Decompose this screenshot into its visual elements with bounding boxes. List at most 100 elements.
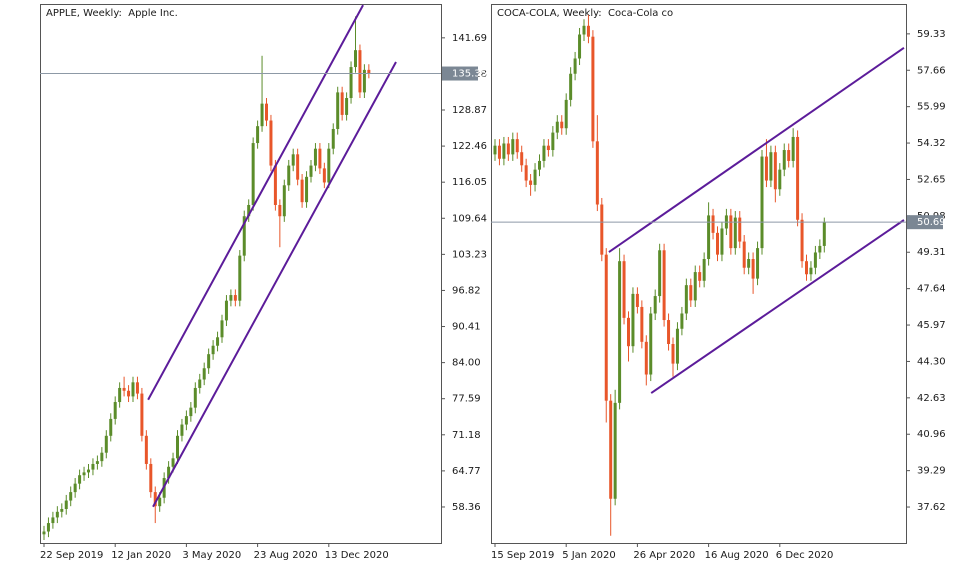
candle-body xyxy=(555,121,559,133)
candle-body xyxy=(100,452,104,462)
last-price-box xyxy=(442,66,478,81)
candle-body xyxy=(140,393,144,436)
candle-body xyxy=(716,232,719,255)
candle-body xyxy=(542,145,546,161)
candle-body xyxy=(198,379,202,388)
x-tick-label: 26 Apr 2020 xyxy=(633,550,695,561)
channel-line xyxy=(608,46,905,253)
candle-body xyxy=(640,306,644,342)
y-tick-label: 40.96 xyxy=(917,429,946,440)
channel-line xyxy=(147,4,364,401)
y-tick-label: 58.36 xyxy=(452,502,481,513)
candle-body xyxy=(649,313,653,375)
candle-body xyxy=(680,313,684,329)
candle-body xyxy=(782,150,786,170)
candle-body xyxy=(193,387,197,408)
candle-body xyxy=(211,345,215,355)
candle-body xyxy=(675,328,679,364)
candle-body xyxy=(582,25,586,35)
candle-body xyxy=(220,320,224,338)
candle-body xyxy=(167,466,171,479)
candle-body xyxy=(515,139,519,153)
candle-body xyxy=(698,272,702,281)
candle-body xyxy=(64,500,68,509)
candle-body xyxy=(318,148,322,169)
candle-body xyxy=(176,435,179,459)
candle-body xyxy=(42,531,46,535)
candle-body xyxy=(233,295,237,301)
x-tick-label: 3 May 2020 xyxy=(182,550,241,561)
candle-body xyxy=(560,121,564,129)
last-price-label: 50.69 xyxy=(917,217,946,228)
x-tick-label: 16 Aug 2020 xyxy=(705,550,769,561)
candle-body xyxy=(224,300,228,321)
candle-body xyxy=(511,139,515,155)
candle-body xyxy=(122,387,126,391)
candle-body xyxy=(800,219,804,262)
candle-body xyxy=(95,461,99,464)
candle-body xyxy=(189,407,193,417)
candle-body xyxy=(313,148,317,166)
candle-body xyxy=(497,145,501,159)
candle-body xyxy=(720,228,724,255)
candle-body xyxy=(533,169,537,185)
candle-body xyxy=(667,320,671,345)
candle-body xyxy=(751,259,755,279)
candle-body xyxy=(573,58,577,74)
candle-body xyxy=(658,250,662,297)
y-tick-label: 90.41 xyxy=(452,322,481,333)
candle-body xyxy=(87,469,90,473)
candle-body xyxy=(153,492,157,507)
candle-body xyxy=(135,382,139,394)
candle-body xyxy=(331,128,335,149)
candle-body xyxy=(300,179,304,203)
candle-body xyxy=(46,523,50,532)
candle-body xyxy=(609,400,613,499)
candle-body xyxy=(591,36,595,142)
candle-body xyxy=(506,143,510,155)
candle-body xyxy=(256,126,260,144)
candle-body xyxy=(502,143,506,159)
y-tick-label: 57.66 xyxy=(917,65,946,76)
candle-body xyxy=(131,382,135,397)
candle-body xyxy=(742,241,746,268)
candle-body xyxy=(760,156,764,249)
candle-body xyxy=(796,136,800,220)
candle-body xyxy=(82,472,86,476)
candle-body xyxy=(711,215,715,233)
candle-body xyxy=(627,317,630,347)
candle-body xyxy=(520,152,524,166)
candle-body xyxy=(340,92,344,115)
candle-body xyxy=(51,517,55,524)
candle-body xyxy=(367,69,371,74)
candle-body xyxy=(273,165,277,205)
chart-title: COCA-COLA, Weekly: Coca-Cola co xyxy=(497,8,673,19)
candle-body xyxy=(202,368,206,380)
y-tick-label: 109.64 xyxy=(452,213,487,224)
candle-body xyxy=(362,69,366,93)
candle-body xyxy=(247,204,251,217)
y-tick-label: 45.97 xyxy=(917,320,946,331)
candle-body xyxy=(813,252,817,268)
candle-body xyxy=(791,136,795,161)
candle-body xyxy=(309,165,313,177)
x-tick-label: 6 Dec 2020 xyxy=(776,550,834,561)
candle-body xyxy=(738,217,742,242)
channel-line xyxy=(152,61,397,508)
candle-body xyxy=(91,463,95,470)
candles xyxy=(42,4,397,540)
y-tick-label: 59.33 xyxy=(917,29,946,40)
candle-body xyxy=(787,150,791,161)
y-tick-label: 141.69 xyxy=(452,33,487,44)
y-tick-label: 77.59 xyxy=(452,394,481,405)
candle-body xyxy=(109,418,113,436)
y-tick-label: 39.29 xyxy=(917,466,946,477)
y-tick-label: 71.18 xyxy=(452,430,481,441)
x-tick-label: 23 Aug 2020 xyxy=(254,550,318,561)
y-tick-label: 84.00 xyxy=(452,358,481,369)
candle-body xyxy=(251,143,255,205)
candle-body xyxy=(158,497,162,507)
candle-body xyxy=(354,50,357,68)
candle-body xyxy=(551,132,555,151)
candle-body xyxy=(569,73,573,100)
